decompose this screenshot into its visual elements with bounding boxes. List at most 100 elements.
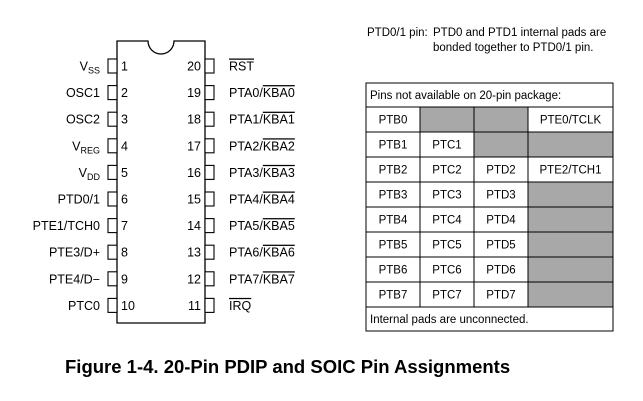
figure-caption: Figure 1-4. 20-Pin PDIP and SOIC Pin Ass… — [65, 356, 510, 377]
pin-label-subscript: SS — [88, 66, 100, 76]
pin-lead — [107, 271, 118, 287]
table-header: Pins not available on 20-pin package: — [370, 90, 561, 102]
pin-label: PTA0/KBA0 — [229, 86, 295, 100]
right-pin: 13 PTA6/KBA6 — [187, 244, 295, 260]
left-pin: 6 PTD0/1 — [58, 191, 128, 207]
unavailable-pin-cell: PTB3 — [379, 190, 408, 202]
unavailable-pin-cell: PTC3 — [432, 190, 461, 202]
pin-label-main: PTD0/1 — [58, 193, 100, 207]
pin-number: 11 — [188, 299, 201, 313]
pin-number: 16 — [187, 166, 201, 180]
pin-label-subscript: REG — [80, 145, 100, 155]
pin-lead — [107, 138, 118, 154]
unavailable-cell-empty — [528, 232, 613, 257]
pin-label-main: PTE4/D− — [49, 272, 100, 286]
unavailable-cell-empty — [474, 107, 528, 132]
left-pin: 10 PTC0 — [68, 297, 135, 313]
unavailable-pin-cell: PTB0 — [379, 115, 408, 127]
right-pin: 19 PTA0/KBA0 — [187, 85, 295, 101]
unavailable-cell-empty — [528, 182, 613, 207]
pin-number: 15 — [187, 193, 201, 207]
pin-label: IRQ — [229, 299, 252, 313]
pin-number: 10 — [121, 299, 135, 313]
unavailable-pin-cell: PTC7 — [432, 290, 461, 302]
pin-label: PTA1/KBA1 — [229, 113, 295, 127]
pin-number: 17 — [187, 139, 201, 153]
pin-label-prefix: PTA7/ — [229, 272, 263, 286]
pin-label: VDD — [79, 166, 101, 182]
left-pin: 4 VREG — [72, 138, 128, 155]
pin-label: RST — [229, 60, 254, 74]
pin-label: VSS — [80, 60, 100, 76]
pin-lead — [204, 138, 215, 154]
pin-label-active-low: KBA7 — [263, 272, 295, 286]
ptd-note-line1: PTD0 and PTD1 internal pads are — [433, 27, 606, 39]
pin-label-main: V — [79, 166, 88, 180]
right-pin: 20 RST — [187, 58, 254, 74]
pin-label-prefix: PTA4/ — [229, 193, 263, 207]
left-pin-column: 1VSS2OSC13OSC24VREG5VDD6PTD0/17PTE1/TCH0… — [33, 58, 135, 313]
pin-label-active-low: KBA0 — [263, 86, 295, 100]
pin-label-active-low: KBA4 — [263, 193, 295, 207]
pin-number: 1 — [121, 60, 128, 74]
pin-lead — [204, 85, 215, 101]
pin-lead — [107, 111, 118, 127]
pin-label-subscript: DD — [87, 172, 100, 182]
pin-number: 4 — [121, 139, 128, 153]
ic-package — [116, 40, 206, 324]
pin-label-main: V — [72, 139, 81, 153]
pin-lead — [107, 191, 118, 207]
pin-lead — [107, 85, 118, 101]
unavailable-pin-cell: PTC6 — [432, 265, 461, 277]
pin-number: 9 — [121, 272, 128, 286]
unavailable-cell-empty — [528, 132, 613, 157]
unavailable-pin-cell: PTB2 — [379, 165, 408, 177]
unavailable-cell-empty — [528, 207, 613, 232]
pin-label: OSC2 — [66, 113, 100, 127]
pin-label: PTA6/KBA6 — [229, 246, 295, 260]
unavailable-pins-table: Pins not available on 20-pin package: PTB… — [365, 82, 614, 332]
pin-label-prefix: PTA2/ — [229, 139, 263, 153]
pin-label: VREG — [72, 139, 100, 155]
ptd-note-line2: bonded together to PTD0/1 pin. — [433, 42, 593, 54]
pin-lead — [204, 218, 215, 234]
unavailable-cell-empty — [474, 132, 528, 157]
pin-lead — [107, 218, 118, 234]
ptd-note: PTD0/1 pin: PTD0 and PTD1 internal pads … — [367, 27, 606, 54]
pin-label-main: PTE1/TCH0 — [33, 219, 100, 233]
unavailable-pin-cell: PTD6 — [486, 265, 515, 277]
unavailable-pin-cell: PTC2 — [432, 165, 461, 177]
pin-lead — [204, 58, 215, 74]
pin-label-prefix: PTA6/ — [229, 246, 263, 260]
pin-label-main: PTC0 — [68, 299, 100, 313]
pin-number: 20 — [187, 60, 201, 74]
pin-label-active-low: KBA5 — [263, 219, 295, 233]
left-pin: 2 OSC1 — [66, 85, 128, 101]
left-pin: 8 PTE3/D+ — [49, 244, 128, 260]
pin-label-prefix: PTA5/ — [229, 219, 263, 233]
unavailable-pin-cell: PTC1 — [432, 140, 461, 152]
unavailable-pin-cell: PTB7 — [379, 290, 408, 302]
unavailable-pin-cell: PTE2/TCH1 — [540, 165, 602, 177]
pin-lead — [204, 297, 215, 313]
pin-label-main: OSC1 — [66, 86, 100, 100]
pin-label-active-low: KBA1 — [263, 113, 295, 127]
pin-number: 3 — [121, 113, 128, 127]
pin-lead — [204, 191, 215, 207]
pin-label-prefix: PTA3/ — [229, 166, 263, 180]
pin-label-main: OSC2 — [66, 113, 100, 127]
unavailable-pin-cell: PTB6 — [379, 265, 408, 277]
pin-lead — [107, 297, 118, 313]
right-pin: 15 PTA4/KBA4 — [187, 191, 295, 207]
unavailable-pin-cell: PTC5 — [432, 240, 461, 252]
pin-number: 13 — [187, 246, 201, 260]
pin-label-prefix: PTA1/ — [229, 113, 263, 127]
pin-label-main: V — [80, 60, 89, 74]
pin-number: 5 — [121, 166, 128, 180]
unavailable-pin-cell: PTB4 — [379, 215, 408, 227]
pin-label-active-low: KBA6 — [263, 246, 295, 260]
pin-label: PTA5/KBA5 — [229, 219, 295, 233]
unavailable-pin-cell: PTD7 — [486, 290, 515, 302]
pin-label: PTA3/KBA3 — [229, 166, 295, 180]
